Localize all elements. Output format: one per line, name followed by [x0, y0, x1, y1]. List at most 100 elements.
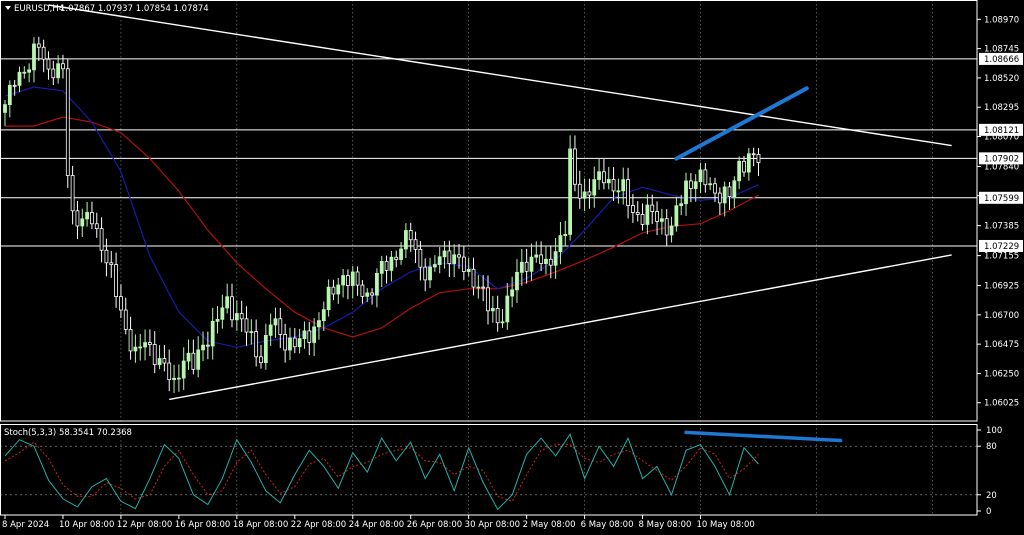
candle-39 [191, 339, 196, 375]
level-price-box-0[interactable] [979, 52, 1023, 65]
candle-30 [147, 329, 152, 357]
time-tick-label: 2 May 08:00 [523, 520, 576, 530]
candle-body [263, 335, 268, 364]
candle-body [162, 358, 167, 364]
price-tick-label: 1.08970 [984, 15, 1019, 25]
candle-body [732, 180, 737, 198]
candle-126 [611, 167, 616, 202]
candle-body [56, 63, 61, 79]
trendline-1[interactable] [169, 254, 952, 401]
candle-body [457, 254, 461, 258]
candle-body [341, 275, 346, 286]
candle-117 [568, 135, 573, 241]
annotation-line-0[interactable] [674, 86, 809, 161]
symbol-label: EURUSD,H4 [14, 4, 64, 14]
candle-body [239, 313, 244, 320]
candle-body [568, 148, 573, 235]
time-tick-label: 22 Apr 08:00 [291, 520, 346, 530]
level-price-box-4[interactable] [979, 239, 1023, 252]
candle-112 [544, 245, 548, 275]
candle-133 [645, 194, 650, 235]
candle-body [655, 211, 659, 222]
triangle-down-icon[interactable] [5, 6, 11, 10]
candle-body [708, 183, 713, 186]
candle-body [524, 261, 529, 272]
candle-119 [577, 170, 582, 209]
ma-slow-line [5, 116, 759, 338]
candle-body [346, 275, 350, 286]
stoch-annotation-line-0[interactable] [684, 430, 843, 443]
time-tick-label: 30 Apr 08:00 [465, 520, 520, 530]
candle-116 [563, 220, 568, 246]
candle-46 [225, 283, 230, 314]
candle-body [447, 250, 452, 264]
price-axis[interactable]: 1.08970 1.08745 1.08520 1.08295 1.08070 1.078… [977, 15, 1023, 409]
candle-body [529, 256, 534, 272]
candle-81 [394, 250, 399, 268]
candle-149 [722, 181, 727, 217]
trendlines[interactable] [48, 4, 952, 401]
candle-body [379, 261, 384, 274]
candle-body [751, 153, 756, 156]
candle-body [703, 169, 708, 186]
level-price-box-2[interactable] [979, 152, 1023, 165]
candle-2 [12, 79, 17, 96]
candle-body [650, 204, 655, 212]
candle-138 [669, 216, 674, 243]
candle-body [32, 43, 36, 71]
trendline-0[interactable] [48, 4, 952, 147]
candle-1 [7, 80, 12, 118]
candle-body [201, 344, 205, 351]
candle-45 [220, 294, 225, 329]
candle-body [176, 377, 181, 380]
candle-body [326, 286, 331, 311]
time-tick-label: 24 Apr 08:00 [349, 520, 404, 530]
candle-89 [432, 255, 437, 272]
candle-body [534, 254, 539, 258]
candle-40 [196, 336, 201, 378]
candle-body [143, 342, 147, 348]
candle-26 [128, 316, 133, 360]
candle-body [693, 181, 698, 189]
candle-body [365, 292, 370, 297]
candle-9 [46, 51, 51, 80]
horizontal-levels[interactable] [0, 58, 977, 247]
candle-body [722, 186, 727, 204]
candle-10 [51, 60, 56, 85]
annotation-lines[interactable] [674, 86, 843, 443]
candle-body [196, 349, 201, 370]
candle-body [428, 266, 432, 281]
candle-body [495, 308, 500, 324]
level-price-box-3[interactable] [979, 191, 1023, 204]
price-tick-label: 1.08295 [984, 103, 1019, 113]
candle-body [138, 346, 143, 349]
candle-27 [133, 334, 138, 363]
candle-67 [326, 279, 331, 317]
candle-body [172, 377, 176, 381]
candle-body [413, 239, 418, 250]
level-price-box-1[interactable] [979, 123, 1023, 136]
candle-113 [548, 245, 553, 279]
candle-93 [452, 244, 457, 278]
candle-143 [693, 174, 698, 202]
candle-156 [756, 148, 761, 176]
candle-body [727, 186, 732, 198]
candle-body [147, 342, 152, 345]
time-tick-label: 18 Apr 08:00 [233, 520, 288, 530]
candle-72 [350, 266, 355, 299]
candle-104 [505, 283, 510, 330]
candle-body [611, 179, 616, 192]
time-axis[interactable]: 8 Apr 2024 10 Apr 08:00 12 Apr 08:00 16 Apr… [2, 515, 755, 530]
main-panel-border [0, 0, 978, 422]
candle-94 [457, 243, 461, 269]
candle-152 [737, 156, 742, 190]
candle-body [321, 309, 326, 321]
stoch-tick-label: 100 [986, 426, 1002, 436]
candle-11 [56, 55, 61, 84]
time-tick-label: 26 Apr 08:00 [407, 520, 462, 530]
level-price-label: 1.08666 [984, 55, 1019, 65]
candle-128 [621, 167, 626, 205]
candle-13 [65, 59, 70, 188]
